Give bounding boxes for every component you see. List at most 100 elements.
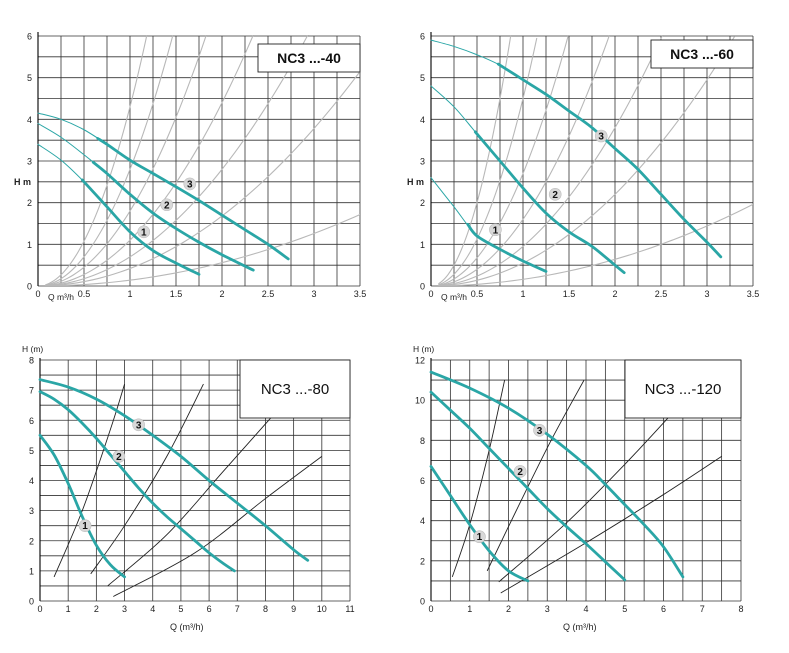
x-tick-label: 3.5: [354, 289, 367, 299]
chart-title: NC3 ...-120: [645, 381, 722, 398]
pump-curve-2-extension: [37, 123, 254, 271]
chart-title-box: NC3 ...-60: [650, 39, 754, 69]
pump-curves: 1 2 3: [430, 39, 723, 275]
y-tick-label: 4: [420, 516, 425, 526]
y-tick-label: 3: [420, 157, 425, 167]
y-tick-label: 2: [420, 556, 425, 566]
pump-curve-1-extension: [430, 177, 547, 272]
speed-marker-2: 2: [112, 450, 126, 463]
x-tick-label: 1.5: [563, 289, 576, 299]
speed-marker-3: 3: [132, 418, 145, 431]
speed-marker-1: 1: [137, 225, 151, 238]
x-tick-label: 0.5: [471, 289, 484, 299]
x-tick-label: 2: [94, 604, 99, 614]
speed-marker-2: 2: [513, 465, 527, 478]
system-curve: [451, 379, 506, 578]
pump-curves: 1 2 3: [429, 370, 685, 583]
x-tick-label: 4: [150, 604, 155, 614]
chart-nc3-80: 1 2 3 NC3 ...-80 0 1 2 3 4 5 6 7 8 9 10 11 0 1 2 3 4 5 6 7 8 Q (m…: [0, 340, 380, 640]
speed-marker-label: 1: [493, 225, 499, 236]
speed-marker-label: 3: [187, 179, 193, 190]
x-tick-label: 0: [428, 289, 433, 299]
x-tick-label: 4: [583, 604, 588, 614]
y-tick-label: 7: [29, 386, 34, 396]
pump-curve-3-extension: [430, 39, 722, 258]
system-curves: [53, 383, 323, 597]
system-curve: [107, 410, 278, 587]
pump-curve-1: [429, 465, 530, 583]
pump-curve-1: [80, 178, 201, 276]
pump-curve-2: [91, 160, 255, 272]
y-tick-label: 5: [29, 446, 34, 456]
system-curve: [45, 35, 174, 286]
x-tick-label: 3: [311, 289, 316, 299]
x-tick-label: 3: [704, 289, 709, 299]
speed-marker-3: 3: [533, 423, 546, 437]
system-curves: [451, 379, 722, 594]
x-tick-label: 2: [612, 289, 617, 299]
y-tick-label: 6: [420, 476, 425, 486]
speed-marker-3: 3: [183, 177, 197, 190]
tick-labels: 0 0.5 1 1.5 2 2.5 3 3.5 0 1 2 3 4 5 6: [420, 32, 759, 300]
x-tick-label: 1: [127, 289, 132, 299]
system-curve: [45, 35, 207, 286]
pump-curve-3: [96, 137, 290, 261]
y-axis-label: H (m): [413, 344, 434, 354]
y-tick-label: 6: [29, 416, 34, 426]
y-tick-label: 12: [415, 356, 425, 366]
y-tick-label: 5: [420, 73, 425, 83]
x-tick-label: 2: [219, 289, 224, 299]
y-tick-label: 2: [29, 536, 34, 546]
y-tick-label: 6: [27, 32, 32, 42]
x-tick-label: 11: [345, 604, 354, 614]
chart-svg: 1 2 3 NC3 ...-60 0 0.5 1 1.5 2 2.5 3 3.5 0 1 2 3 4 5 6 Q m³…: [407, 32, 759, 303]
y-axis-label: H (m): [22, 344, 43, 354]
x-tick-label: 7: [700, 604, 705, 614]
y-tick-label: 0: [27, 282, 32, 292]
speed-marker-label: 1: [82, 521, 88, 532]
speed-marker-label: 2: [552, 190, 558, 201]
grid: [37, 32, 361, 287]
x-tick-label: 2.5: [262, 289, 275, 299]
chart-title: NC3 ...-60: [670, 46, 734, 62]
pump-curve-3: [429, 370, 685, 579]
system-curve: [90, 383, 204, 575]
x-tick-label: 1: [520, 289, 525, 299]
pump-curve-3: [496, 62, 723, 259]
chart-svg: 1 2 3 NC3 ...-40 0 0.5 1 1.5 2 2.5 3 3.5 0 1 2 3 4 5 6 Q m³…: [14, 32, 366, 303]
x-axis-label: Q m³/h: [48, 292, 74, 302]
y-tick-label: 1: [27, 240, 32, 250]
tick-labels: 0 0.5 1 1.5 2 2.5 3 3.5 0 1 2 3 4 5 6: [27, 32, 366, 300]
system-curve: [45, 35, 309, 286]
system-curve: [45, 70, 360, 286]
speed-marker-label: 2: [164, 200, 170, 211]
y-tick-label: 3: [27, 157, 32, 167]
speed-marker-label: 1: [141, 227, 147, 238]
speed-marker-3: 3: [594, 129, 608, 143]
x-tick-label: 1: [66, 604, 71, 614]
x-axis-label: Q (m³/h): [170, 622, 204, 632]
y-axis-label: H m: [407, 177, 424, 187]
y-tick-label: 4: [29, 476, 34, 486]
speed-marker-1: 1: [489, 223, 502, 236]
x-axis-label: Q (m³/h): [563, 622, 597, 632]
y-tick-label: 0: [420, 597, 425, 607]
system-curve: [113, 456, 323, 597]
y-tick-label: 5: [27, 73, 32, 83]
chart-svg: 1 2 3 NC3 ...-80 0 1 2 3 4 5 6 7 8 9 10 11 0 1 2 3 4 5 6 7 8 Q (m…: [22, 344, 355, 632]
system-curve: [438, 37, 538, 286]
chart-title-box: NC3 ...-80: [239, 359, 351, 419]
x-tick-label: 2: [506, 604, 511, 614]
system-curve: [438, 35, 611, 286]
x-tick-label: 1: [467, 604, 472, 614]
y-tick-label: 6: [420, 32, 425, 42]
system-curves: [438, 35, 753, 286]
x-tick-label: 7: [235, 604, 240, 614]
x-tick-label: 3: [545, 604, 550, 614]
y-tick-label: 2: [420, 198, 425, 208]
pump-curves: 1 2 3: [37, 112, 290, 276]
y-tick-label: 1: [420, 240, 425, 250]
speed-marker-1: 1: [78, 519, 92, 532]
pump-curve-1-extension: [37, 143, 200, 275]
